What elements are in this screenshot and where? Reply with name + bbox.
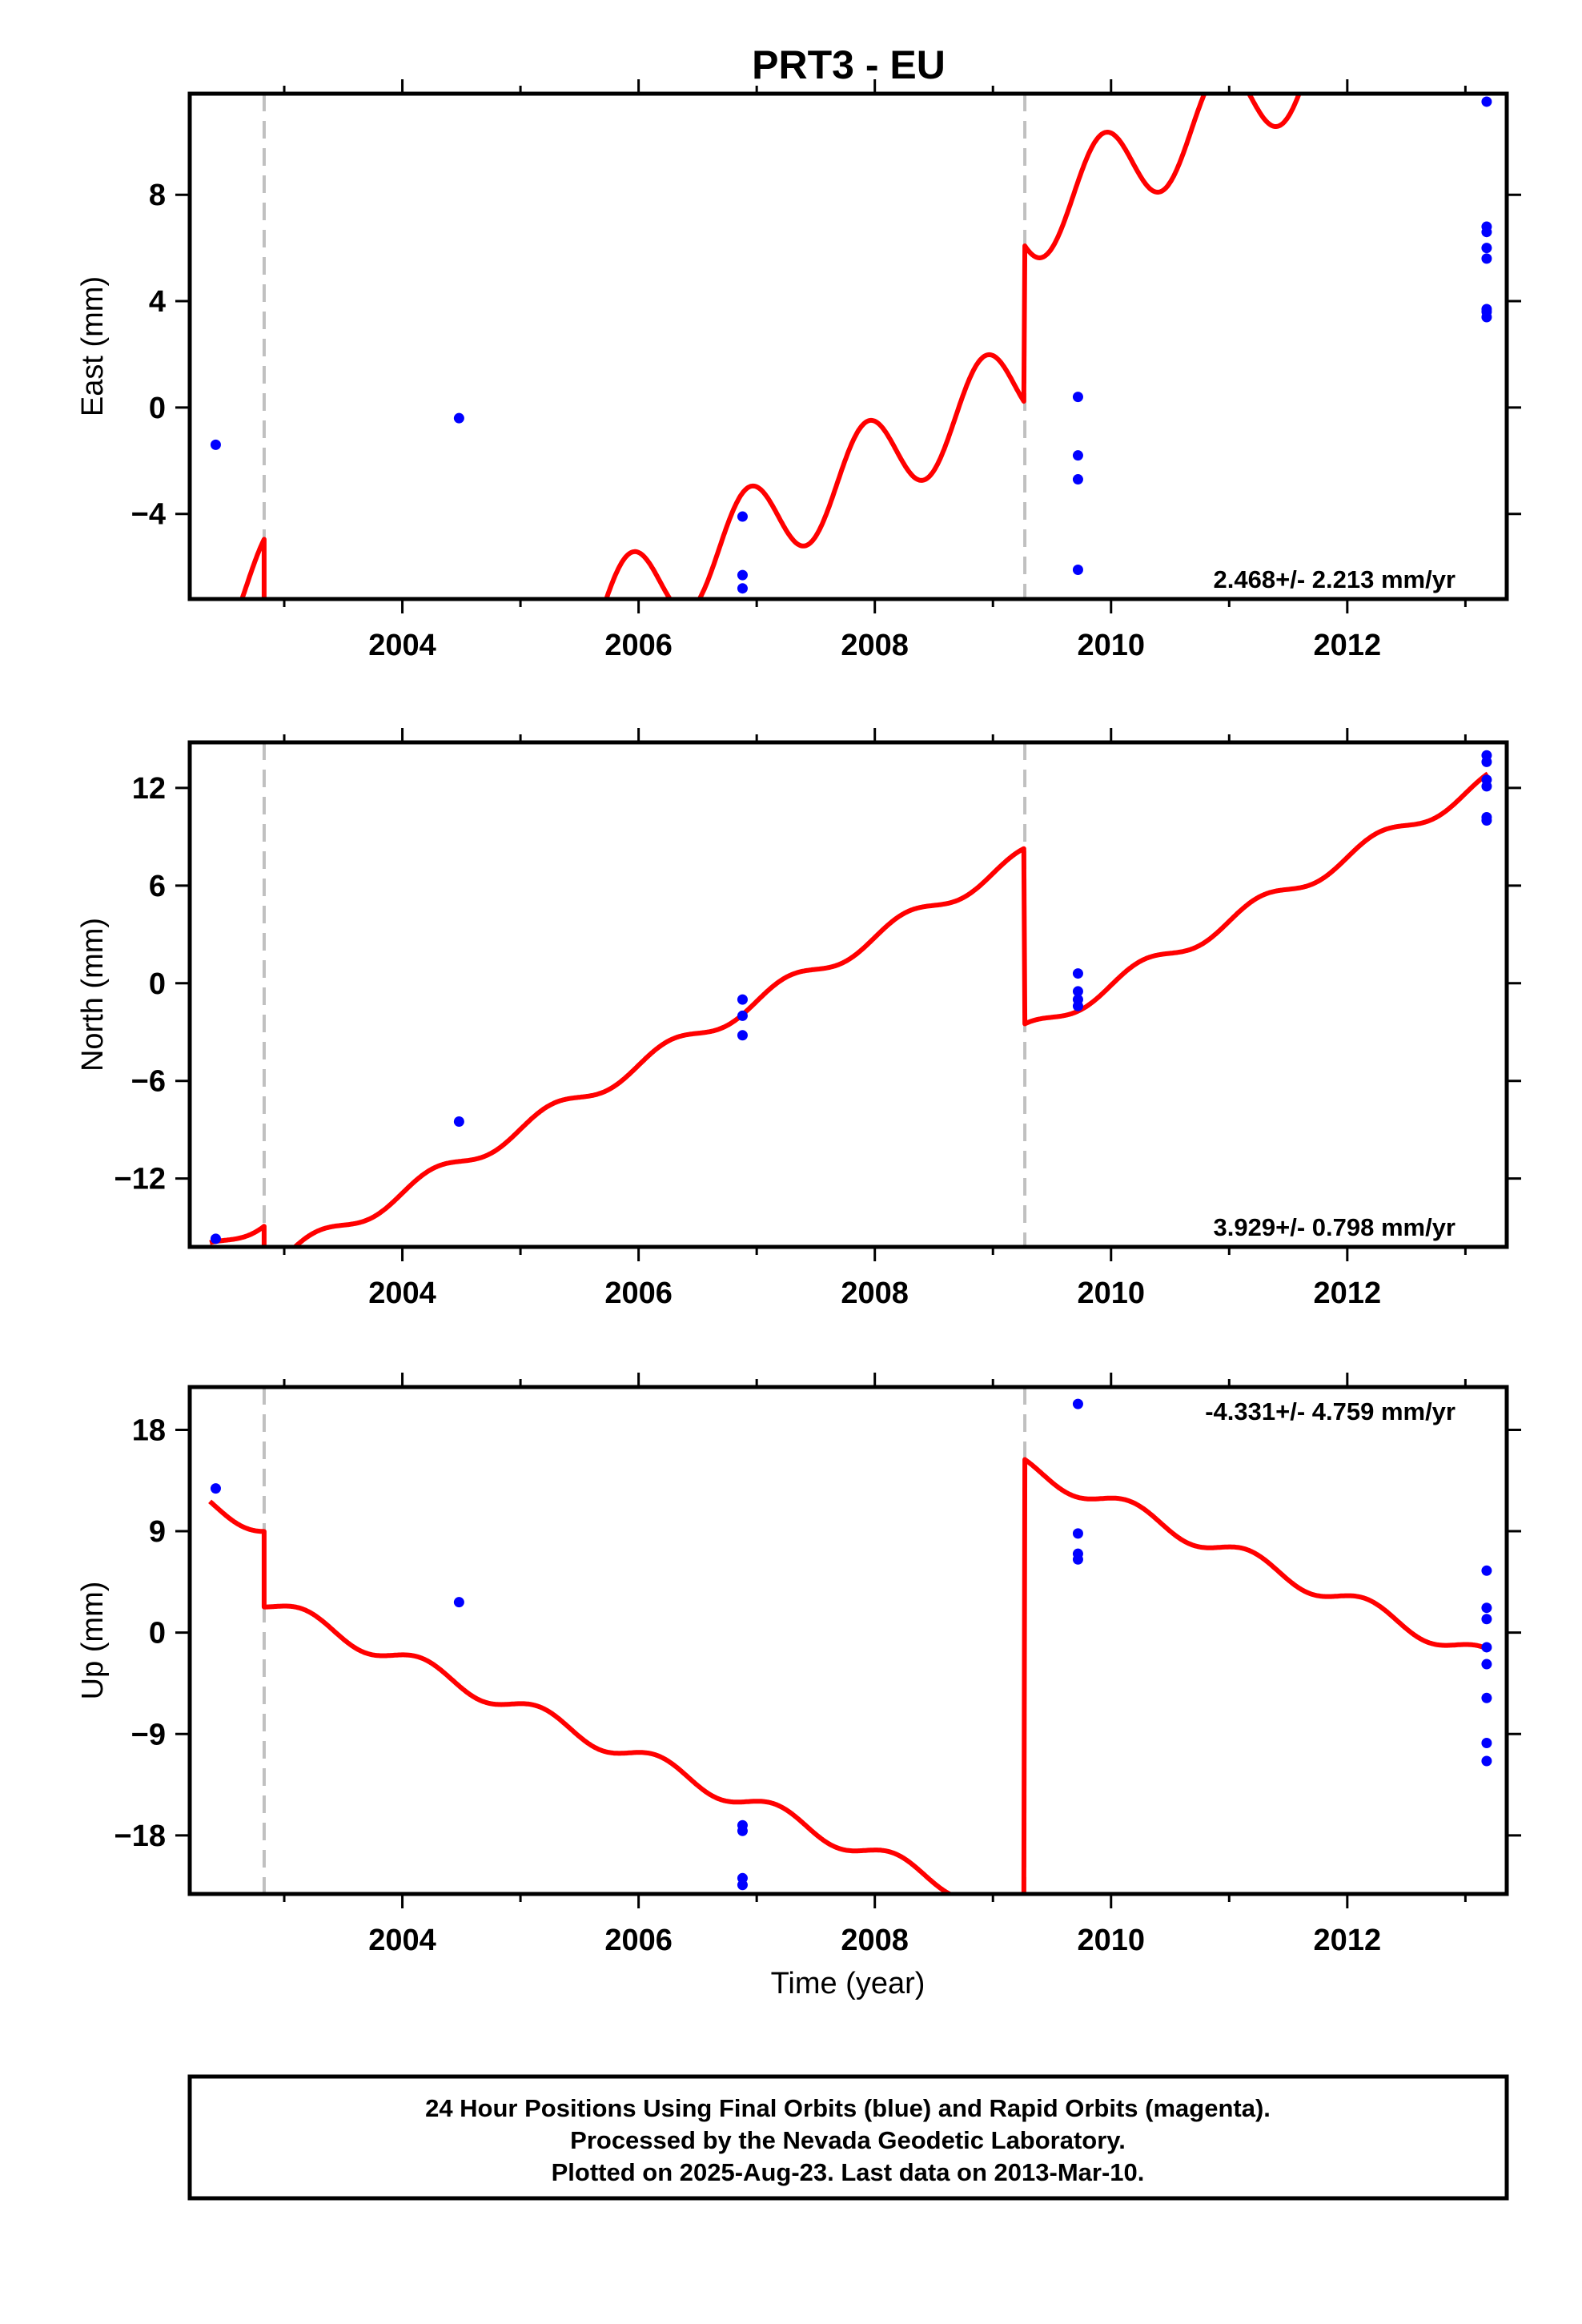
data-point — [1072, 564, 1083, 575]
plot-title: PRT3 - EU — [752, 42, 946, 87]
data-point — [1072, 1554, 1083, 1565]
north-panel: 2004 2006 2008 2010 2012 −12 −6 0 6 12 North (mm) 3… — [76, 728, 1521, 1310]
footer-line-3: Plotted on 2025-Aug-23. Last data on 201… — [552, 2158, 1145, 2186]
y-tick-label: −6 — [131, 1065, 166, 1099]
x-tick-label: 2008 — [841, 629, 909, 662]
x-tick-label: 2008 — [841, 1277, 909, 1310]
data-point — [1072, 1000, 1083, 1011]
data-point — [1481, 815, 1492, 826]
data-point — [737, 1880, 748, 1891]
data-point — [210, 1483, 221, 1494]
y-tick-label: 6 — [149, 870, 166, 903]
data-point — [737, 1010, 748, 1021]
y-axis-label: North (mm) — [76, 918, 110, 1072]
x-tick-label: 2012 — [1314, 629, 1382, 662]
data-point — [453, 412, 464, 424]
up-panel: 2004 2006 2008 2010 2012 −18 −9 0 9 18 Up (mm) -4.3… — [76, 1373, 1521, 1957]
rate-label: -4.331+/- 4.759 mm/yr — [1205, 1397, 1456, 1425]
data-point — [1072, 392, 1083, 403]
plot-frame — [187, 91, 1509, 601]
data-point — [1481, 781, 1492, 792]
data-point — [737, 511, 748, 522]
footer-line-1: 24 Hour Positions Using Final Orbits (bl… — [425, 2094, 1271, 2122]
data-point — [1481, 1738, 1492, 1749]
y-tick-label: −12 — [114, 1163, 166, 1196]
data-point — [737, 583, 748, 594]
x-tick-label: 2006 — [604, 1924, 673, 1957]
data-point — [1072, 474, 1083, 485]
rate-label: 3.929+/- 0.798 mm/yr — [1214, 1213, 1456, 1241]
y-tick-label: 8 — [149, 179, 166, 212]
data-point — [1481, 1614, 1492, 1625]
x-tick-label: 2006 — [604, 629, 673, 662]
data-point — [1481, 1755, 1492, 1767]
model-fit-line — [239, 94, 1302, 599]
x-tick-label: 2008 — [841, 1924, 909, 1957]
plot-frame — [187, 740, 1509, 1249]
rate-label: 2.468+/- 2.213 mm/yr — [1214, 565, 1456, 593]
data-point — [737, 1030, 748, 1041]
data-point — [1072, 1528, 1083, 1539]
data-point — [737, 994, 748, 1005]
data-point — [1481, 227, 1492, 238]
y-tick-label: 4 — [149, 285, 166, 319]
data-point — [737, 569, 748, 581]
y-tick-label: −18 — [114, 1819, 166, 1853]
y-tick-label: −9 — [131, 1718, 166, 1751]
data-point — [1481, 312, 1492, 323]
y-axis-label: Up (mm) — [76, 1582, 110, 1700]
data-point — [1481, 253, 1492, 264]
y-axis-label: East (mm) — [76, 276, 110, 416]
x-tick-label: 2004 — [368, 1924, 436, 1957]
data-point — [453, 1116, 464, 1128]
data-point — [737, 1825, 748, 1836]
data-point — [1481, 96, 1492, 107]
y-tick-label: 9 — [149, 1515, 166, 1549]
y-tick-label: 0 — [149, 392, 166, 425]
y-tick-label: 12 — [132, 772, 166, 806]
data-point — [1072, 968, 1083, 979]
data-point — [1481, 243, 1492, 254]
x-tick-label: 2004 — [368, 1277, 436, 1310]
data-point — [1072, 986, 1083, 997]
data-point — [1481, 756, 1492, 767]
data-point — [1481, 1565, 1492, 1576]
x-tick-label: 2006 — [604, 1277, 673, 1310]
x-tick-label: 2010 — [1077, 629, 1145, 662]
footer-line-2: Processed by the Nevada Geodetic Laborat… — [570, 2126, 1126, 2154]
x-tick-label: 2010 — [1077, 1924, 1145, 1957]
plot-frame — [187, 1385, 1509, 1896]
data-point — [1072, 1398, 1083, 1409]
data-point — [1481, 1659, 1492, 1670]
data-point — [1072, 450, 1083, 461]
x-tick-label: 2012 — [1314, 1277, 1382, 1310]
data-point — [210, 1233, 221, 1244]
data-point — [1481, 1602, 1492, 1614]
east-panel: 2004 2006 2008 2010 2012 −4 0 4 8 East (mm) 2.468+… — [76, 79, 1521, 662]
x-tick-label: 2010 — [1077, 1277, 1145, 1310]
x-tick-label: 2012 — [1314, 1924, 1382, 1957]
model-fit-line — [208, 1457, 1490, 1894]
data-point — [453, 1597, 464, 1608]
model-fit-line — [208, 771, 1490, 1247]
y-tick-label: 0 — [149, 967, 166, 1001]
data-point — [1481, 1692, 1492, 1703]
y-tick-label: 0 — [149, 1617, 166, 1651]
y-tick-label: 18 — [132, 1413, 166, 1447]
x-axis-label: Time (year) — [771, 1967, 926, 2000]
data-point — [1481, 1642, 1492, 1653]
footer-box: 24 Hour Positions Using Final Orbits (bl… — [187, 2074, 1509, 2201]
y-tick-label: −4 — [131, 498, 166, 532]
x-tick-label: 2004 — [368, 629, 436, 662]
data-point — [210, 439, 221, 450]
